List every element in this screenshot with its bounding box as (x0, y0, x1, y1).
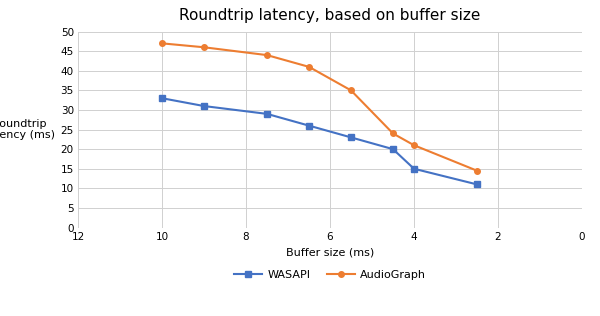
X-axis label: Buffer size (ms): Buffer size (ms) (286, 247, 374, 257)
AudioGraph (158, 41, 166, 45)
AudioGraph (473, 169, 481, 173)
Y-axis label: Roundtrip
latency (ms): Roundtrip latency (ms) (0, 119, 55, 140)
Line: WASAPI: WASAPI (159, 95, 480, 187)
WASAPI (263, 112, 271, 116)
WASAPI (347, 136, 355, 139)
Legend: WASAPI, AudioGraph: WASAPI, AudioGraph (229, 266, 431, 285)
WASAPI (200, 104, 208, 108)
WASAPI (410, 167, 418, 171)
AudioGraph (389, 131, 397, 135)
AudioGraph (263, 53, 271, 57)
WASAPI (473, 183, 481, 186)
WASAPI (158, 96, 166, 100)
WASAPI (389, 147, 397, 151)
AudioGraph (200, 46, 208, 49)
Title: Roundtrip latency, based on buffer size: Roundtrip latency, based on buffer size (179, 9, 481, 23)
AudioGraph (305, 65, 313, 69)
AudioGraph (410, 143, 418, 147)
WASAPI (305, 124, 313, 128)
Line: AudioGraph: AudioGraph (159, 40, 480, 173)
AudioGraph (347, 88, 355, 92)
